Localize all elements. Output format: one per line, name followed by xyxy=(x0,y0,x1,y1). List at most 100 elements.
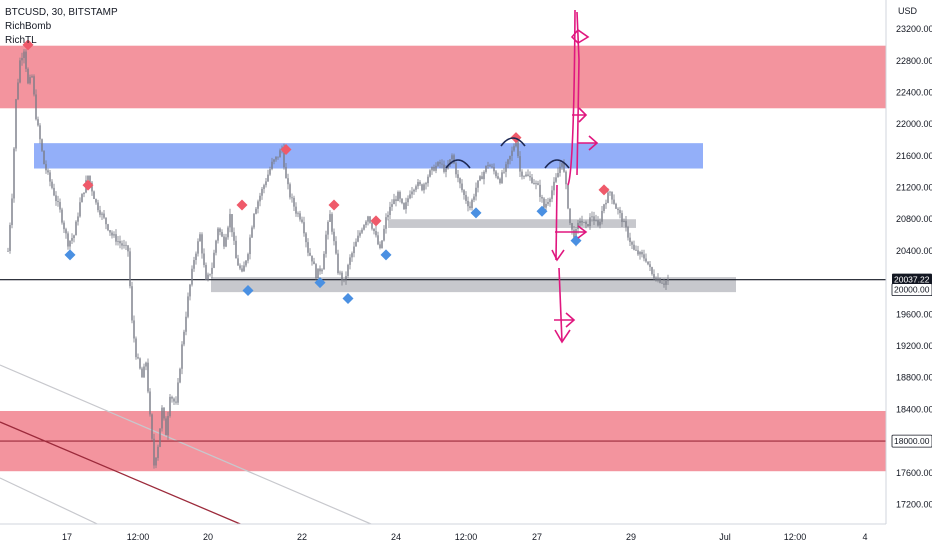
candle-body xyxy=(395,199,397,201)
candle-body xyxy=(31,76,33,78)
buy-signal-marker[interactable] xyxy=(242,285,254,297)
candle-body xyxy=(549,198,551,202)
candle-body xyxy=(491,166,493,168)
candle-body xyxy=(379,244,381,249)
candle-body xyxy=(633,244,635,250)
grey-trendline-1[interactable] xyxy=(0,364,386,531)
grey-zone-upper[interactable] xyxy=(388,219,636,228)
candle-body xyxy=(653,274,655,279)
candle-body xyxy=(365,221,367,226)
candle-body xyxy=(43,150,45,165)
candle-body xyxy=(349,257,351,265)
candle-body xyxy=(565,171,567,185)
candle-body xyxy=(661,282,663,284)
candle-body xyxy=(461,183,463,191)
candle-body xyxy=(453,155,455,164)
candle-body xyxy=(147,362,149,392)
chart-legend: BTCUSD, 30, BITSTAMP RichBomb RichTL xyxy=(5,6,118,48)
time-axis[interactable]: 17 12:00 20 22 24 12:00 27 29 Jul 12:00 4 xyxy=(0,523,932,550)
candle-body xyxy=(601,210,603,222)
candle-body xyxy=(647,261,649,265)
candle-body xyxy=(537,183,539,185)
indicator-richbomb[interactable]: RichBomb xyxy=(5,21,52,32)
price-axis[interactable]: USD 23200.00 22800.00 22400.00 22000.00 2160… xyxy=(885,0,932,524)
buy-signal-marker[interactable] xyxy=(342,292,354,304)
price-label-text: 20037.22 xyxy=(894,275,930,285)
candle-body xyxy=(377,235,379,245)
candle-body xyxy=(449,159,451,166)
candle-body xyxy=(203,253,205,265)
candle-body xyxy=(81,194,83,203)
candle-body xyxy=(657,278,659,281)
red-trendline[interactable] xyxy=(0,421,246,527)
candle-body xyxy=(421,184,423,191)
candle-body xyxy=(541,196,543,199)
candle-body xyxy=(645,258,647,262)
candle-body xyxy=(539,184,541,197)
sell-signal-marker[interactable] xyxy=(22,39,34,51)
candle-body xyxy=(443,164,445,172)
candle-body xyxy=(153,438,155,466)
y-tick-label: 20400.00 xyxy=(896,246,932,256)
candle-body xyxy=(403,203,405,210)
candle-body xyxy=(411,191,413,195)
sell-signal-marker[interactable] xyxy=(328,199,340,211)
candle-body xyxy=(183,331,185,345)
candle-body xyxy=(591,216,593,218)
buy-signal-marker[interactable] xyxy=(380,249,392,261)
candle-body xyxy=(191,268,193,285)
blue-resistance-zone[interactable] xyxy=(34,143,703,169)
candle-body xyxy=(599,221,601,226)
buy-signal-marker[interactable] xyxy=(314,277,326,289)
upper-red-zone[interactable] xyxy=(0,45,886,109)
sell-signal-marker[interactable] xyxy=(280,143,292,155)
candle-body xyxy=(475,187,477,197)
candle-body xyxy=(185,316,187,332)
x-tick-label: Jul xyxy=(719,532,731,542)
hand-drawings[interactable] xyxy=(445,9,599,344)
indicator-richtl[interactable]: RichTL xyxy=(5,35,37,46)
symbol-title[interactable]: BTCUSD, 30, BITSTAMP xyxy=(5,7,118,18)
candle-body xyxy=(659,278,661,283)
candle-body xyxy=(119,241,121,244)
candle-body xyxy=(21,58,23,61)
buy-signal-marker[interactable] xyxy=(64,249,76,261)
candle-body xyxy=(221,231,223,237)
candle-body xyxy=(275,156,277,160)
candle-body xyxy=(477,180,479,188)
sell-signal-marker[interactable] xyxy=(370,215,382,227)
candle-body xyxy=(211,267,213,274)
buy-signal-marker[interactable] xyxy=(536,205,548,217)
candle-body xyxy=(179,368,181,383)
sell-signal-marker[interactable] xyxy=(82,179,94,191)
trendlines[interactable] xyxy=(0,364,386,531)
candle-body xyxy=(243,265,245,272)
buy-signal-marker[interactable] xyxy=(470,207,482,219)
down-line-1 xyxy=(555,184,558,261)
candle-body xyxy=(201,234,203,254)
candle-body xyxy=(375,231,377,236)
grey-trendline-2[interactable] xyxy=(0,477,111,531)
candle-body xyxy=(637,250,639,255)
sell-signal-marker[interactable] xyxy=(598,184,610,196)
right-arrow-1 xyxy=(572,107,588,123)
right-arrow-2 xyxy=(578,135,599,151)
candle-body xyxy=(111,232,113,236)
candle-body xyxy=(495,171,497,177)
x-tick-label: 12:00 xyxy=(784,532,807,542)
y-tick-label: 22400.00 xyxy=(896,87,932,97)
candle-body xyxy=(471,199,473,209)
candle-body xyxy=(427,176,429,184)
candle-body xyxy=(571,223,573,230)
candle-body xyxy=(481,176,483,180)
candle-body xyxy=(277,156,279,158)
candle-body xyxy=(485,165,487,172)
candle-body xyxy=(357,235,359,242)
candle-body xyxy=(323,253,325,270)
candle-body xyxy=(597,220,599,226)
candle-body xyxy=(13,148,15,199)
sell-signal-marker[interactable] xyxy=(236,199,248,211)
candle-body xyxy=(361,229,363,233)
